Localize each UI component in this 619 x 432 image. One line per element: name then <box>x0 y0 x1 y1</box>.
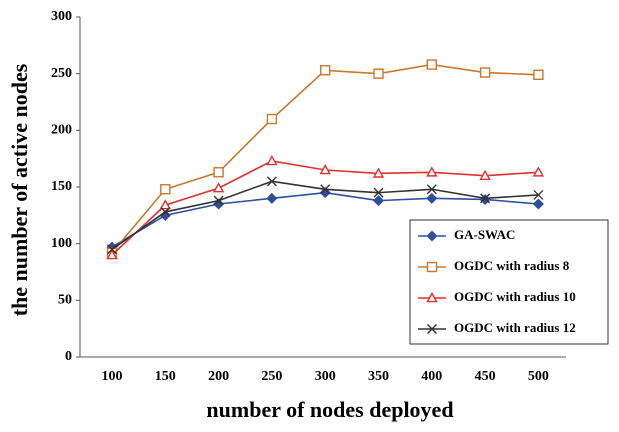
x-tick-label: 150 <box>155 369 176 384</box>
legend <box>409 219 609 345</box>
data-point <box>426 184 437 195</box>
legend-label: OGDC with radius 10 <box>454 289 576 304</box>
data-point <box>319 187 331 199</box>
x-tick-label: 200 <box>208 369 229 384</box>
legend-marker <box>426 292 438 303</box>
y-tick-label: 250 <box>51 66 72 81</box>
data-point <box>373 68 384 79</box>
y-tick-label: 300 <box>51 9 72 24</box>
x-tick-label: 350 <box>368 369 389 384</box>
x-tick-label: 400 <box>421 369 442 384</box>
data-point <box>532 198 544 210</box>
legend-label: GA-SWAC <box>454 227 515 242</box>
x-tick-label: 100 <box>102 369 123 384</box>
data-point <box>426 59 437 70</box>
data-point <box>426 192 438 204</box>
data-point <box>479 67 491 78</box>
data-point <box>266 113 278 125</box>
y-tick-label: 150 <box>51 179 72 194</box>
legend-marker <box>426 230 438 242</box>
data-point <box>480 193 491 204</box>
legend-marker <box>426 261 438 273</box>
data-point <box>213 195 224 206</box>
data-point <box>160 184 171 195</box>
data-point <box>160 206 171 217</box>
x-tick-label: 250 <box>261 369 282 384</box>
data-point <box>533 69 544 81</box>
data-point <box>320 65 331 76</box>
data-point <box>533 189 544 200</box>
y-tick-label: 0 <box>65 349 72 364</box>
data-point <box>372 167 385 178</box>
y-tick-label: 50 <box>58 293 72 308</box>
legend-marker <box>427 324 437 334</box>
data-point <box>159 199 171 210</box>
x-tick-label: 450 <box>475 369 496 384</box>
data-point <box>319 164 331 175</box>
legend-label: OGDC with radius 8 <box>454 258 570 273</box>
data-point <box>212 182 225 193</box>
data-point <box>373 187 384 198</box>
y-tick-label: 100 <box>51 236 72 251</box>
data-point <box>426 166 438 177</box>
data-point <box>266 192 278 204</box>
data-point <box>532 166 545 177</box>
data-point <box>266 154 278 166</box>
data-point <box>373 195 384 207</box>
data-point <box>106 249 118 260</box>
x-axis-label: number of nodes deployed <box>206 397 453 422</box>
x-tick-label: 500 <box>528 369 549 384</box>
y-axis-label: the number of active nodes <box>7 63 32 316</box>
x-tick-label: 300 <box>315 369 336 384</box>
data-point <box>213 167 224 178</box>
legend-label: OGDC with radius 12 <box>454 320 576 335</box>
data-point <box>107 244 117 255</box>
data-point <box>479 193 491 205</box>
data-point <box>479 169 491 180</box>
y-tick-label: 200 <box>51 123 72 138</box>
data-point <box>266 176 277 187</box>
data-point <box>320 184 331 195</box>
